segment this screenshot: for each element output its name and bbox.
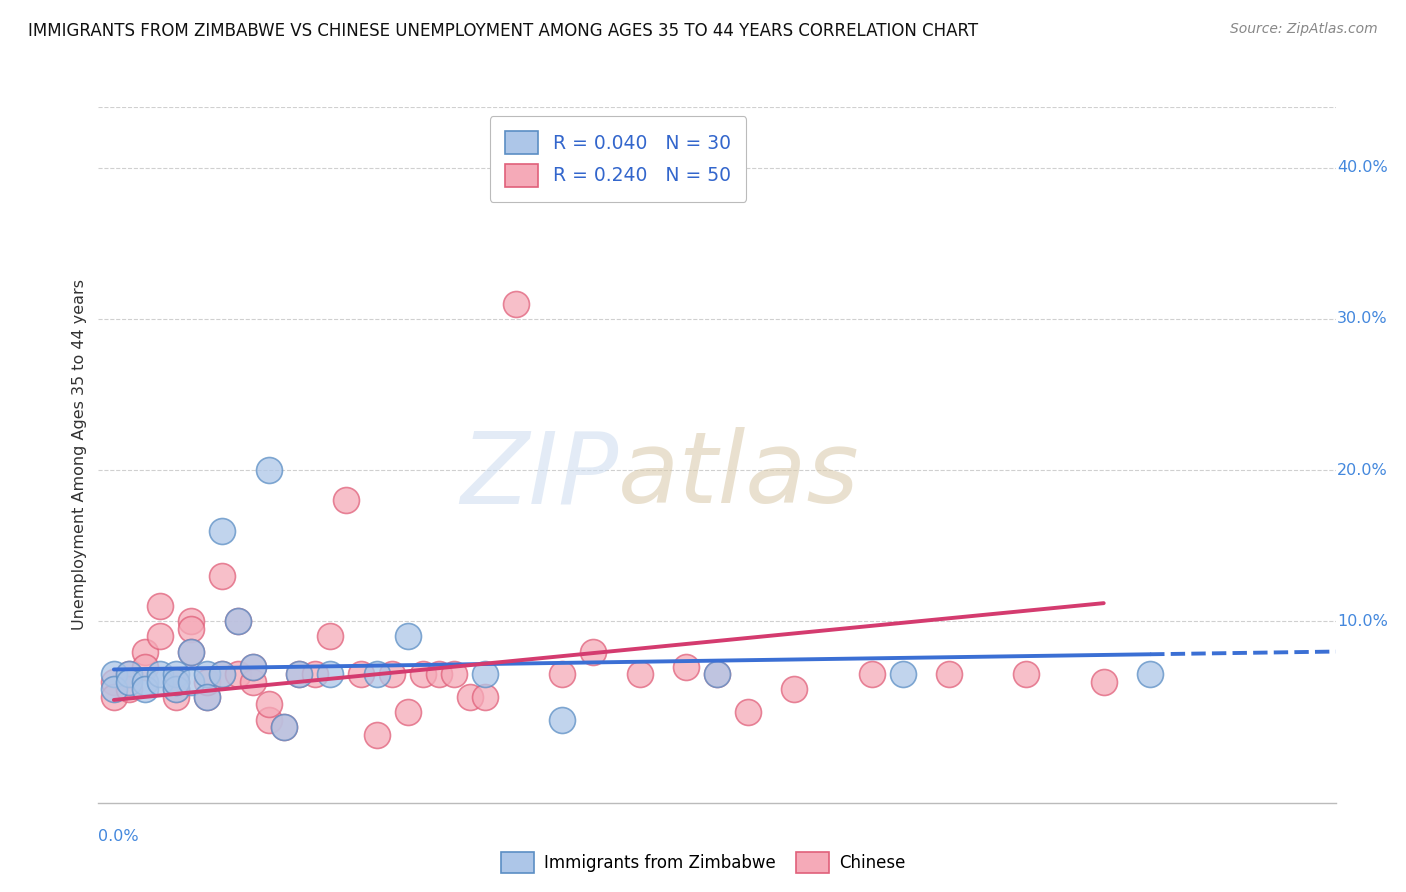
Text: 10.0%: 10.0% — [1337, 614, 1388, 629]
Point — [396, 705, 419, 719]
Point — [103, 674, 125, 689]
Point — [242, 674, 264, 689]
Point — [628, 667, 651, 681]
Point — [165, 674, 187, 689]
Point — [165, 682, 187, 697]
Point — [706, 667, 728, 681]
Point — [335, 493, 357, 508]
Point — [273, 720, 295, 734]
Point — [134, 644, 156, 658]
Point — [118, 667, 141, 681]
Point — [242, 659, 264, 673]
Point — [149, 667, 172, 681]
Point — [350, 667, 373, 681]
Point — [257, 713, 280, 727]
Text: 20.0%: 20.0% — [1337, 463, 1388, 477]
Point — [226, 615, 249, 629]
Point — [551, 667, 574, 681]
Point — [288, 667, 311, 681]
Point — [195, 674, 218, 689]
Text: 40.0%: 40.0% — [1337, 160, 1388, 175]
Point — [1092, 674, 1115, 689]
Point — [257, 698, 280, 712]
Point — [675, 659, 697, 673]
Point — [783, 682, 806, 697]
Point — [211, 524, 233, 538]
Point — [134, 674, 156, 689]
Text: ZIP: ZIP — [460, 427, 619, 524]
Point — [474, 667, 496, 681]
Point — [134, 682, 156, 697]
Point — [103, 667, 125, 681]
Point — [366, 667, 388, 681]
Point — [118, 682, 141, 697]
Point — [1015, 667, 1038, 681]
Point — [149, 674, 172, 689]
Point — [938, 667, 960, 681]
Point — [474, 690, 496, 704]
Point — [195, 667, 218, 681]
Point — [211, 569, 233, 583]
Point — [165, 667, 187, 681]
Point — [195, 690, 218, 704]
Point — [582, 644, 605, 658]
Point — [211, 667, 233, 681]
Point — [165, 674, 187, 689]
Point — [381, 667, 404, 681]
Text: IMMIGRANTS FROM ZIMBABWE VS CHINESE UNEMPLOYMENT AMONG AGES 35 TO 44 YEARS CORRE: IMMIGRANTS FROM ZIMBABWE VS CHINESE UNEM… — [28, 22, 979, 40]
Point — [505, 296, 527, 310]
Legend: Immigrants from Zimbabwe, Chinese: Immigrants from Zimbabwe, Chinese — [494, 846, 912, 880]
Point — [458, 690, 481, 704]
Point — [134, 659, 156, 673]
Point — [412, 667, 434, 681]
Point — [195, 690, 218, 704]
Point — [427, 667, 450, 681]
Point — [165, 690, 187, 704]
Point — [226, 667, 249, 681]
Point — [396, 629, 419, 643]
Point — [180, 674, 202, 689]
Point — [165, 682, 187, 697]
Point — [118, 667, 141, 681]
Point — [149, 629, 172, 643]
Point — [288, 667, 311, 681]
Point — [1139, 667, 1161, 681]
Point — [319, 629, 342, 643]
Point — [180, 615, 202, 629]
Legend: R = 0.040   N = 30, R = 0.240   N = 50: R = 0.040 N = 30, R = 0.240 N = 50 — [489, 117, 747, 202]
Point — [366, 728, 388, 742]
Point — [273, 720, 295, 734]
Point — [211, 667, 233, 681]
Point — [226, 615, 249, 629]
Point — [319, 667, 342, 681]
Y-axis label: Unemployment Among Ages 35 to 44 years: Unemployment Among Ages 35 to 44 years — [72, 279, 87, 631]
Point — [118, 674, 141, 689]
Point — [103, 682, 125, 697]
Point — [180, 644, 202, 658]
Point — [304, 667, 326, 681]
Point — [180, 622, 202, 636]
Point — [891, 667, 914, 681]
Text: 0.0%: 0.0% — [98, 830, 139, 844]
Point — [551, 713, 574, 727]
Point — [860, 667, 883, 681]
Point — [443, 667, 465, 681]
Point — [149, 599, 172, 614]
Point — [706, 667, 728, 681]
Point — [103, 690, 125, 704]
Point — [737, 705, 759, 719]
Text: 30.0%: 30.0% — [1337, 311, 1388, 326]
Text: Source: ZipAtlas.com: Source: ZipAtlas.com — [1230, 22, 1378, 37]
Text: atlas: atlas — [619, 427, 859, 524]
Point — [242, 659, 264, 673]
Point — [180, 644, 202, 658]
Point — [257, 463, 280, 477]
